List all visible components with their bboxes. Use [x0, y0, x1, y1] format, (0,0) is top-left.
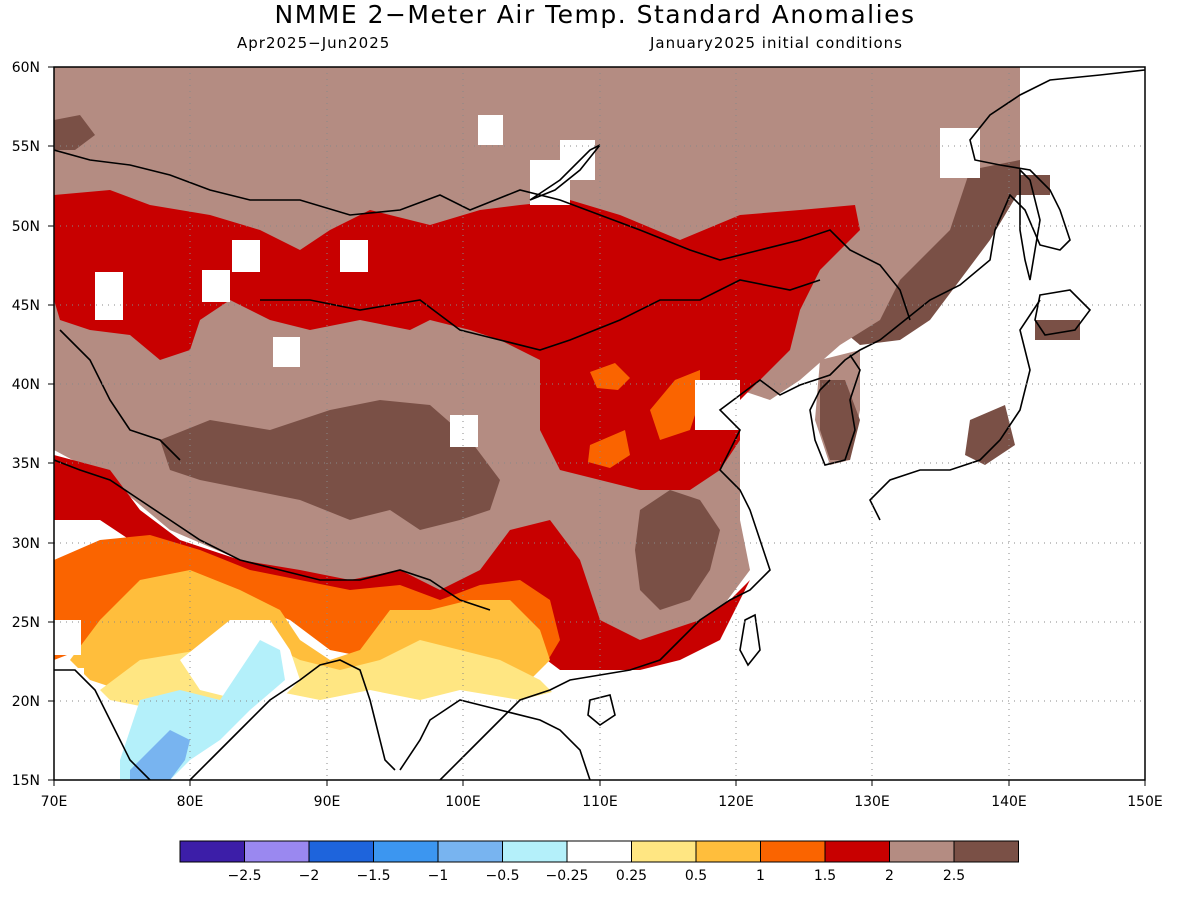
map-title: NMME 2−Meter Air Temp. Standard Anomalie… — [274, 0, 916, 29]
anomaly-region-orange-north1 — [590, 363, 630, 390]
colorbar-label: 2 — [885, 868, 894, 884]
border-himalaya — [54, 459, 491, 611]
border-tibet-west — [59, 329, 181, 461]
lat-label: 60N — [12, 60, 40, 76]
colorbar-label: 2.5 — [943, 868, 965, 884]
anomaly-region-brown-tibet — [160, 400, 500, 530]
coastline-japan — [869, 299, 1041, 521]
lon-label: 80E — [177, 794, 204, 810]
lon-label: 150E — [1127, 794, 1163, 810]
colorbar-swatch — [179, 840, 245, 863]
lat-label: 35N — [12, 456, 40, 472]
colorbar-swatch — [631, 840, 697, 863]
colorbar-swatch — [953, 840, 1019, 863]
coastline-indochina — [399, 699, 591, 780]
colorbar-legend: −2.5 −2 −1.5 −1 −0.5 −0.25 0.25 0.5 1 1.5 2 2.5 — [179, 840, 1019, 884]
lat-label: 45N — [12, 298, 40, 314]
border-central-asia — [54, 149, 911, 321]
lat-label: 30N — [12, 536, 40, 552]
anomaly-region-brown-japan — [965, 405, 1015, 465]
lat-label: 55N — [12, 139, 40, 155]
lat-label: 50N — [12, 219, 40, 235]
anomaly-region-orange-north2 — [650, 370, 700, 440]
anomaly-region-orange-north3 — [588, 430, 630, 468]
lon-label: 140E — [991, 794, 1027, 810]
colorbar-label: −1 — [428, 868, 449, 884]
colorbar-label: 1.5 — [814, 868, 836, 884]
colorbar-label: −2 — [299, 868, 320, 884]
gridlines — [54, 67, 1145, 780]
lon-label: 90E — [314, 794, 341, 810]
lon-label: 130E — [854, 794, 890, 810]
colorbar-swatch — [760, 840, 826, 863]
colorbar-swatch — [502, 840, 568, 863]
forecast-period: Apr2025−Jun2025 — [237, 34, 391, 52]
anomaly-fields — [54, 67, 1145, 780]
colorbar-label: −1.5 — [357, 868, 391, 884]
latitude-labels: 60N 55N 50N 45N 40N 35N 30N 25N 20N 15N — [12, 60, 40, 789]
colorbar-swatch — [695, 840, 761, 863]
lat-label: 15N — [12, 773, 40, 789]
coastline-hokkaido — [1034, 289, 1092, 336]
coastline-east-asia — [439, 69, 1145, 780]
colorbar-label: 0.25 — [616, 868, 647, 884]
colorbar-label: −0.5 — [486, 868, 520, 884]
colorbar-label: −2.5 — [228, 868, 262, 884]
anomaly-region-blue — [130, 730, 190, 780]
anomaly-region-brown-east — [635, 490, 720, 610]
longitude-labels: 70E 80E 90E 100E 110E 120E 130E 140E 150… — [41, 794, 1163, 810]
colorbar-swatch — [889, 840, 955, 863]
coastlines-borders — [54, 69, 1145, 780]
anomaly-region-brown-nw — [54, 115, 95, 150]
border-mongolia-china — [260, 279, 821, 351]
initial-conditions: January2025 initial conditions — [650, 34, 903, 52]
colorbar-swatch — [437, 840, 503, 863]
lat-label: 20N — [12, 694, 40, 710]
colorbar-swatch — [824, 840, 890, 863]
coastline-bay-of-bengal — [189, 659, 396, 780]
coastline-hainan — [587, 694, 616, 726]
lat-label: 40N — [12, 377, 40, 393]
coastline-sakhalin — [1019, 168, 1041, 281]
colorbar-swatch — [373, 840, 439, 863]
lon-label: 110E — [582, 794, 618, 810]
lon-label: 100E — [445, 794, 481, 810]
lon-label: 70E — [41, 794, 68, 810]
lat-label: 25N — [12, 615, 40, 631]
colorbar-label: −0.25 — [546, 868, 589, 884]
colorbar-swatch — [308, 840, 374, 863]
coastline-india — [54, 669, 151, 780]
coastline-taiwan — [739, 613, 761, 667]
anomaly-region-red-sw — [54, 455, 750, 670]
axis-ticks — [48, 66, 1146, 786]
lon-label: 120E — [718, 794, 754, 810]
colorbar-label: 1 — [756, 868, 765, 884]
colorbar-swatch — [244, 840, 310, 863]
colorbar-swatch — [566, 840, 632, 863]
colorbar-label: 0.5 — [685, 868, 707, 884]
